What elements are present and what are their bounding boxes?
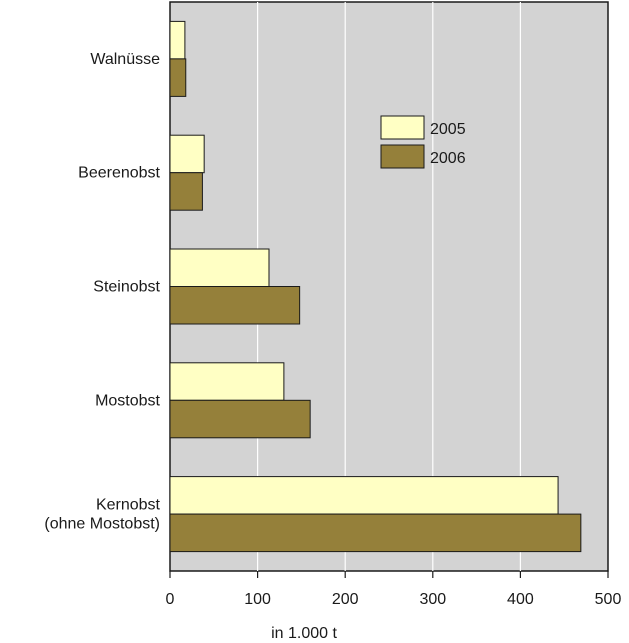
- legend-label-2005: 2005: [430, 121, 466, 138]
- bar-2006-5: [169, 513, 582, 553]
- category-labels: Walnüsse Beerenobst Steinobst Mostobst Kerno…: [44, 51, 160, 533]
- bars: [169, 20, 582, 553]
- x-tick-label: 0: [166, 591, 175, 608]
- bar-2005-1: [169, 20, 186, 60]
- bar-2006-3: [169, 286, 301, 325]
- bar-2005-5: [169, 476, 559, 515]
- category-label: Kernobst (ohne Mostobst): [44, 497, 160, 533]
- legend-swatch-2006: [380, 144, 425, 169]
- x-tick-label: 400: [507, 591, 534, 608]
- x-axis-label: in 1.000 t: [271, 625, 337, 642]
- bar-2005-3: [169, 248, 270, 287]
- bar-2005-4: [169, 362, 285, 401]
- bar-2006-2: [169, 172, 203, 211]
- bar-2005-2: [169, 134, 205, 174]
- category-label: Walnüsse: [90, 51, 160, 68]
- legend-label-2006: 2006: [430, 150, 466, 167]
- category-label: Beerenobst: [78, 165, 160, 182]
- bar-2006-4: [169, 399, 311, 439]
- x-tick-label: 200: [332, 591, 359, 608]
- x-tick-label: 100: [244, 591, 271, 608]
- legend: 2005 2006: [380, 115, 466, 169]
- bar-2006-1: [169, 58, 187, 97]
- category-label: Mostobst: [95, 392, 160, 409]
- legend-swatch-2005: [380, 115, 425, 140]
- x-tick-label: 500: [595, 591, 622, 608]
- x-axis: 0 100 200 300 400 500: [166, 571, 622, 608]
- x-tick-label: 300: [419, 591, 446, 608]
- category-label: Steinobst: [93, 279, 160, 296]
